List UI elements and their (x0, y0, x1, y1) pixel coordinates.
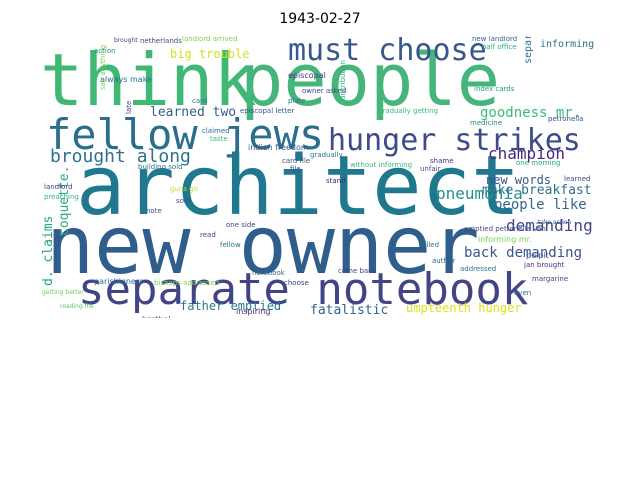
cloud-word: stand (326, 177, 346, 185)
cloud-word: new landlord (472, 36, 518, 43)
cloud-word: people (240, 38, 501, 122)
cloud-word: informing (540, 39, 595, 50)
cloud-word: big trouble (170, 47, 250, 61)
cloud-word: margarine (532, 275, 569, 283)
cloud-word: landlord (44, 183, 73, 191)
cloud-word: gradually getting (378, 107, 439, 115)
cloud-word: goodness mr. (480, 105, 582, 121)
cloud-word: read (200, 231, 216, 239)
cloud-word: inspiring (236, 307, 271, 316)
cloud-word: learned (564, 175, 591, 183)
cloud-word: addressed (460, 265, 497, 273)
cloud-word: taste (210, 135, 228, 143)
cloud-word: file (290, 165, 301, 173)
cloud-word: separate notebook (78, 264, 529, 315)
cloud-word: fatalistic (310, 303, 389, 318)
cloud-word: brought (114, 37, 138, 44)
cloud-word: one side (226, 221, 256, 229)
cloud-word: d. claims (41, 215, 56, 286)
cloud-word: indian freedom (248, 143, 309, 152)
cloud-word: brothel (142, 316, 170, 319)
cloud-word: come back (338, 267, 377, 275)
cloud-word: architect (76, 139, 521, 234)
cloud-word: demanding (506, 216, 593, 235)
cloud-word: people like (494, 197, 587, 213)
cloud-word: gradually (310, 151, 343, 159)
cloud-word: guns go (170, 185, 198, 193)
cloud-word: one morning (516, 159, 561, 167)
cloud-word: claimed (202, 127, 230, 135)
cloud-word: action (94, 47, 116, 55)
cloud-word: shame (430, 157, 454, 165)
cloud-word: say anything (99, 44, 107, 90)
cloud-word: informing mr. (478, 235, 532, 244)
cloud-word: bishops addressed (154, 279, 220, 287)
cloud-word: index cards (474, 85, 515, 93)
cloud-word: building sold (138, 163, 183, 171)
cloud-word: getting better (42, 289, 84, 296)
cloud-word: pneumonia (436, 184, 523, 203)
cloud-word: notebook (252, 269, 285, 277)
cloud-word: medicine (470, 119, 503, 127)
cloud-word: think (40, 38, 257, 122)
cloud-word: unfair (420, 165, 441, 173)
cloud-word: learned two (150, 105, 237, 120)
cloud-word: brought along (50, 146, 191, 167)
cloud-word: hunger strikes (328, 123, 581, 158)
cloud-word: without informing (350, 161, 413, 169)
cloud-word: preaching (44, 193, 79, 201)
cloud-word: fellow (220, 241, 241, 249)
cloud-word: distribution (339, 60, 347, 100)
word-cloud: think people architect new owner separate no… (40, 36, 600, 318)
cloud-word: back demanding (464, 245, 583, 261)
cloud-word: filled (422, 241, 440, 249)
cloud-word: fellow jews (46, 110, 325, 159)
cloud-word: jan brought (524, 261, 565, 269)
cloud-word: always make (100, 75, 152, 84)
cloud-word: author (432, 257, 456, 265)
cloud-word: sold (176, 197, 191, 205)
cloud-word: half office (482, 43, 517, 51)
cloud-word: episcopal letter (240, 107, 295, 115)
cloud-word: episcopal (288, 71, 326, 80)
cloud-word: netherlands (140, 37, 182, 45)
cloud-word: card (192, 97, 208, 105)
cloud-word: umpteenth hunger (406, 301, 522, 315)
cloud-word: separate (523, 36, 534, 64)
cloud-word: choose (284, 279, 309, 287)
chart-title: 1943-02-27 (279, 11, 361, 27)
cloud-word: landlord arrived (182, 36, 238, 43)
cloud-word: father emptied (180, 299, 282, 313)
cloud-word: make breakfast (482, 183, 592, 198)
cloud-word: champion (488, 144, 566, 163)
cloud-word: must choose (288, 36, 487, 68)
cloud-word: card file (282, 157, 311, 165)
cloud-word: parishioners (94, 277, 144, 286)
cloud-word: plate (288, 97, 306, 105)
cloud-word: even (514, 289, 532, 297)
cloud-word: note (146, 207, 162, 215)
cloud-word: emptied petronella van (464, 225, 546, 233)
cloud-word: new words (486, 173, 552, 187)
cloud-word: petronella (548, 115, 584, 123)
cloud-word: reading file (60, 303, 94, 310)
cloud-word: new owner (46, 199, 480, 292)
cloud-word: late (125, 100, 133, 114)
cloud-word: pulpit (526, 251, 549, 260)
cloud-word: owner asked (302, 87, 347, 95)
cloud-word: take action (538, 219, 572, 226)
